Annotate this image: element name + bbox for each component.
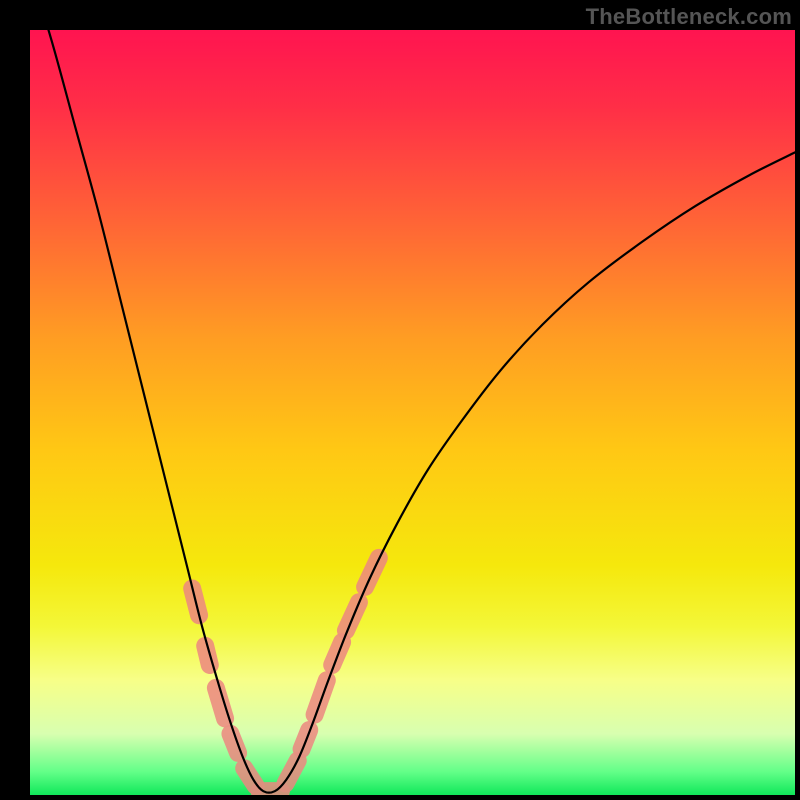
watermark-text: TheBottleneck.com [586, 4, 792, 30]
plot-area [30, 30, 795, 795]
chart-frame: TheBottleneck.com [0, 0, 800, 800]
bottleneck-curve [30, 30, 795, 795]
